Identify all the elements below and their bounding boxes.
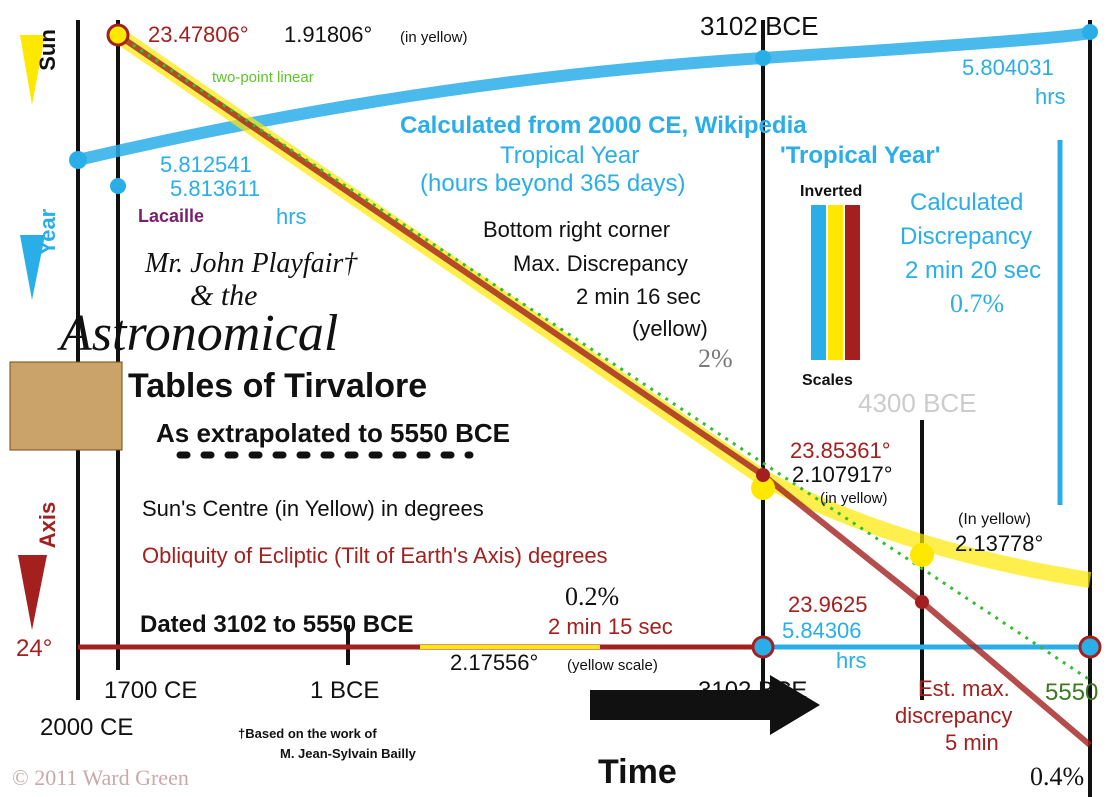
label: 0.2% <box>565 582 619 611</box>
label: 2 min 15 sec <box>548 614 673 639</box>
label: †Based on the work of <box>238 726 377 741</box>
label: 5.812541 <box>160 152 252 177</box>
label: (In yellow) <box>958 511 1031 528</box>
label: Sun <box>35 29 60 71</box>
label: (in yellow) <box>820 490 888 507</box>
markers <box>9 23 1102 659</box>
label: 1 BCE <box>310 677 379 704</box>
time-arrow <box>590 675 820 735</box>
label: 23.85361° <box>790 438 891 463</box>
label: hrs <box>276 204 307 229</box>
label: 5 min <box>945 730 999 755</box>
label: hrs <box>1035 84 1066 109</box>
label: & the <box>190 279 258 312</box>
label: Calculated <box>910 189 1023 216</box>
label: 5550 <box>1045 679 1098 706</box>
label: 23.9625 <box>788 592 868 617</box>
label: (yellow scale) <box>567 657 658 674</box>
label: 3102 BCE <box>698 677 807 704</box>
label: As extrapolated to 5550 BCE <box>156 418 510 448</box>
label: 1.91806° <box>284 22 372 47</box>
label: 1700 CE <box>104 677 197 704</box>
label: Obliquity of Ecliptic (Tilt of Earth's A… <box>142 543 608 568</box>
label: © 2011 Ward Green <box>12 765 189 790</box>
sun-curve <box>113 28 1092 588</box>
label: 23.47806° <box>148 22 249 47</box>
label: Astronomical <box>57 305 338 362</box>
label: 0.7% <box>950 289 1004 318</box>
label: hrs <box>836 648 867 673</box>
label: 2 min 20 sec <box>905 257 1041 284</box>
label: 5.84306 <box>782 618 862 643</box>
label: Mr. John Playfair† <box>144 248 358 279</box>
label: 2.107917° <box>792 462 893 487</box>
label: Inverted <box>800 183 862 200</box>
label: Axis <box>35 502 60 548</box>
label: Dated 3102 to 5550 BCE <box>140 611 413 638</box>
label: 'Tropical Year' <box>780 142 940 169</box>
label: 24° <box>16 635 52 662</box>
label: 4300 BCE <box>858 388 977 418</box>
label: Est. max. <box>918 676 1010 701</box>
label: Max. Discrepancy <box>513 251 688 276</box>
label: Sun's Centre (in Yellow) in degrees <box>142 496 484 521</box>
label: (in yellow) <box>400 29 468 46</box>
label: Time <box>598 753 677 791</box>
linear-fit <box>117 33 1091 682</box>
label: 0.4% <box>1030 762 1084 791</box>
label: M. Jean-Sylvain Bailly <box>280 746 417 761</box>
label: Bottom right corner <box>483 217 670 242</box>
label: 5.804031 <box>962 55 1054 80</box>
label: two-point linear <box>212 69 314 86</box>
label: 2000 CE <box>40 714 133 741</box>
tropical-year-curve <box>76 26 1097 166</box>
label: (yellow) <box>632 316 708 341</box>
label: Year <box>35 208 60 255</box>
label: 2% <box>698 344 733 373</box>
label: 5.813611 <box>170 176 260 201</box>
label: Tropical Year <box>500 142 639 169</box>
label: 2.13778° <box>955 531 1043 556</box>
label: (hours beyond 365 days) <box>420 170 686 197</box>
label: 3102 BCE <box>700 11 819 41</box>
label: Discrepancy <box>900 223 1032 250</box>
label: 2 min 16 sec <box>576 284 701 309</box>
obliquity-line <box>116 32 1092 748</box>
label: Scales <box>802 372 853 389</box>
label: 2.17556° <box>450 650 538 675</box>
label: discrepancy <box>895 703 1012 728</box>
label: Tables of Tirvalore <box>128 367 427 405</box>
label: Calculated from 2000 CE, Wikipedia <box>400 112 807 139</box>
label: Lacaille <box>138 206 204 226</box>
